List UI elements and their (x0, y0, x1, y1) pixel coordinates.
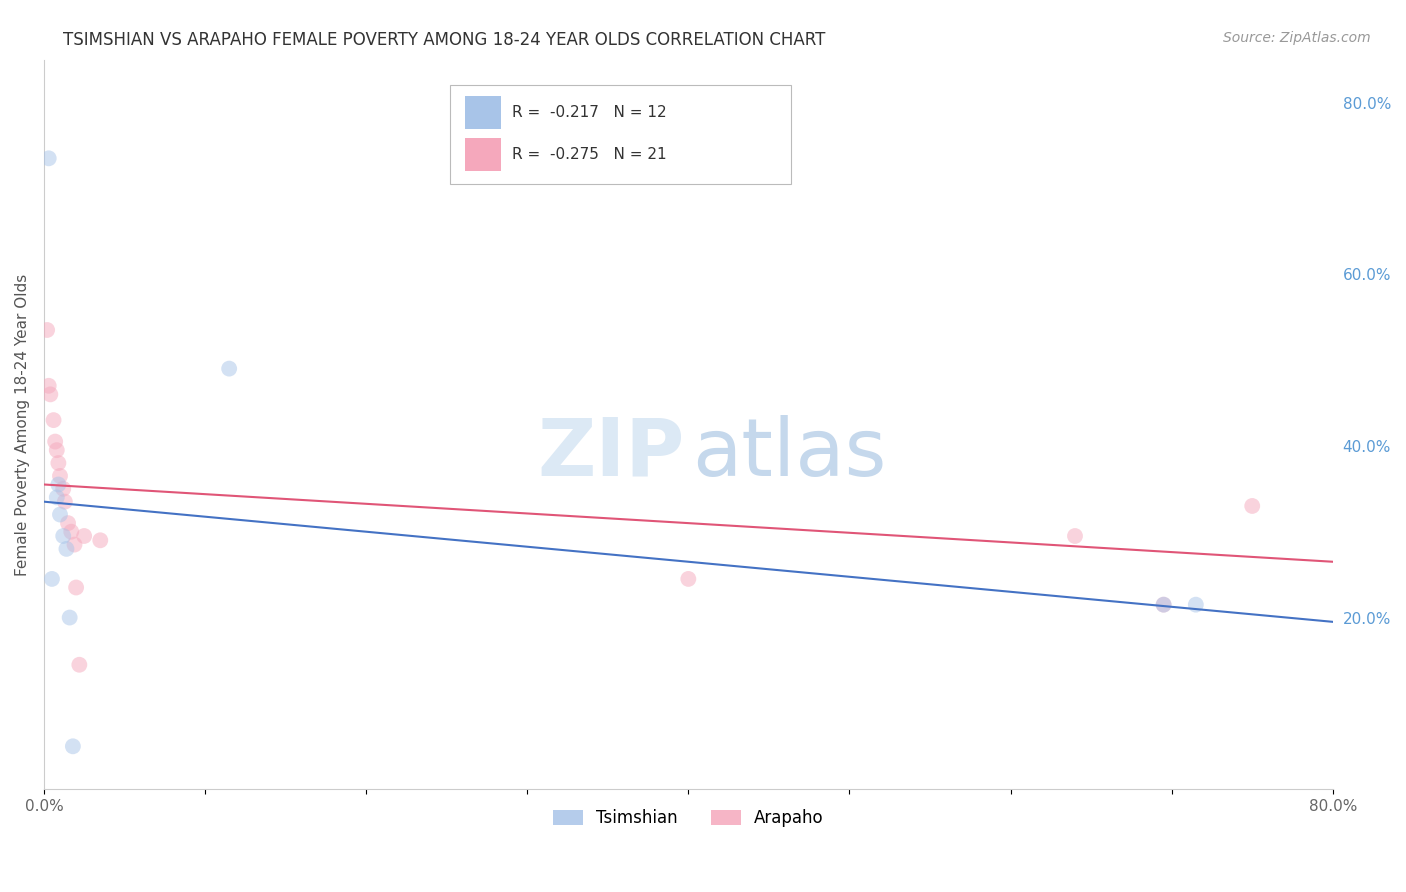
Point (37, 323, 59, 337)
Point (67, 657, 90, 672)
Point (60, 524, 83, 539)
Text: R =  -0.217   N = 12: R = -0.217 N = 12 (512, 105, 666, 120)
Point (1241, 499, 1264, 513)
Text: TSIMSHIAN VS ARAPAHO FEMALE POVERTY AMONG 18-24 YEAR OLDS CORRELATION CHART: TSIMSHIAN VS ARAPAHO FEMALE POVERTY AMON… (63, 31, 825, 49)
Point (1153, 598, 1175, 612)
Point (39, 387, 62, 401)
Point (73, 529, 96, 543)
FancyBboxPatch shape (465, 96, 502, 129)
Point (48, 477, 70, 491)
Point (1185, 598, 1208, 612)
Point (218, 361, 240, 376)
Point (42, 413, 65, 427)
Point (65, 581, 87, 595)
Point (48, 456, 70, 470)
Point (1064, 529, 1087, 543)
Point (63, 538, 86, 552)
FancyBboxPatch shape (465, 138, 502, 171)
Point (49, 508, 72, 522)
Point (52, 482, 75, 496)
Point (45, 491, 67, 505)
Point (41, 572, 63, 586)
Point (38, 378, 60, 392)
Text: atlas: atlas (692, 415, 887, 492)
Point (678, 572, 700, 586)
Text: ZIP: ZIP (537, 415, 685, 492)
Point (1153, 598, 1175, 612)
Point (89, 533, 111, 548)
Point (62, 739, 84, 754)
Point (52, 529, 75, 543)
Point (44, 434, 66, 449)
Point (45, 443, 67, 458)
Text: R =  -0.275   N = 21: R = -0.275 N = 21 (512, 147, 666, 162)
Text: Source: ZipAtlas.com: Source: ZipAtlas.com (1223, 31, 1371, 45)
Legend: Tsimshian, Arapaho: Tsimshian, Arapaho (544, 801, 832, 836)
Point (38, 151, 60, 165)
FancyBboxPatch shape (450, 85, 792, 184)
Point (53, 494, 76, 508)
Point (55, 541, 77, 556)
Point (49, 469, 72, 483)
Point (56, 516, 79, 530)
Y-axis label: Female Poverty Among 18-24 Year Olds: Female Poverty Among 18-24 Year Olds (15, 273, 30, 575)
Point (59, 610, 82, 624)
